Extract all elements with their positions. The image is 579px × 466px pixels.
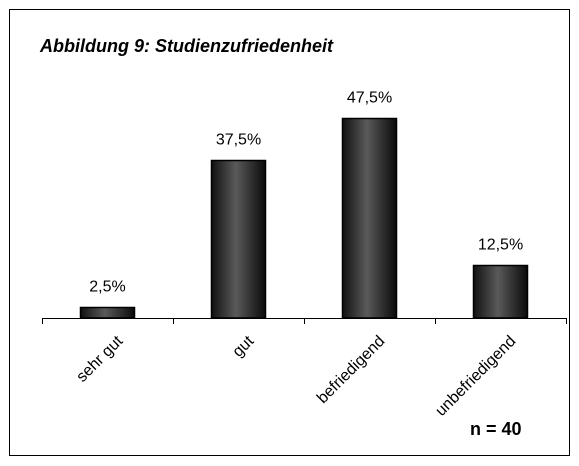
annotation: n = 40: [470, 419, 522, 439]
bar: [341, 117, 398, 319]
bar: [210, 159, 267, 319]
bar: [79, 306, 136, 319]
value-label: 47,5%: [347, 90, 392, 107]
value-label: 2,5%: [89, 279, 125, 296]
chart-frame: [9, 9, 570, 456]
bar: [472, 264, 529, 319]
chart-title: Abbildung 9: Studienzufriedenheit: [39, 36, 334, 56]
value-label: 12,5%: [478, 237, 523, 254]
value-label: 37,5%: [216, 132, 261, 149]
